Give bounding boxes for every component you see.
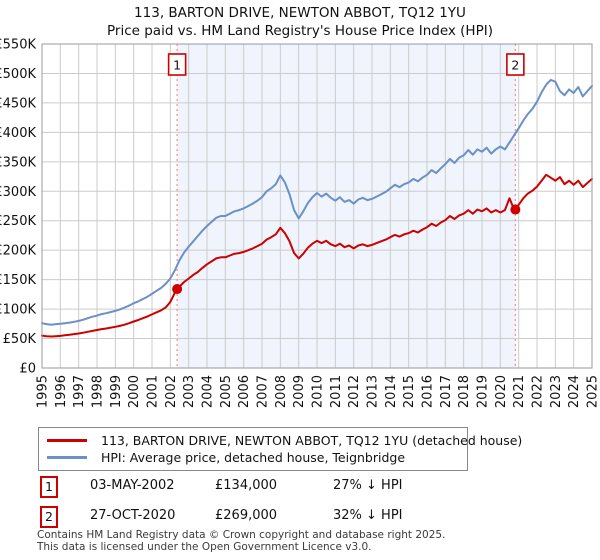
legend-item-hpi: HPI: Average price, detached house, Teig…: [47, 449, 459, 466]
sale-point-dot: [172, 284, 183, 295]
x-axis-tick-label: 2009: [292, 375, 307, 408]
x-axis-tick-label: 2023: [549, 375, 564, 408]
x-axis-tick-label: 2000: [127, 375, 142, 408]
legend-item-property: 113, BARTON DRIVE, NEWTON ABBOT, TQ12 1Y…: [47, 432, 522, 449]
y-axis-tick-label: £250K: [0, 214, 36, 229]
sale-marker-box: [167, 53, 187, 76]
x-axis-tick-label: 2018: [457, 375, 472, 408]
property-price-line: [41, 173, 593, 338]
x-axis-tick-label: 2011: [329, 375, 344, 408]
x-axis-tick-label: 1997: [72, 375, 87, 408]
y-axis-tick-label: £350K: [0, 155, 36, 170]
x-axis-tick-label: 2005: [219, 375, 234, 408]
plot-border: [41, 43, 593, 369]
sale-point-dot: [510, 204, 521, 215]
sale-1-price: £134,000: [215, 478, 278, 493]
y-axis-tick-label: £150K: [0, 273, 36, 288]
x-axis-tick-label: 2003: [182, 375, 197, 408]
x-axis-tick-label: 2021: [512, 375, 527, 408]
x-axis-tick-label: 2012: [347, 375, 362, 408]
sale-2-number-badge: 2: [40, 506, 58, 528]
hpi-line-swatch: [47, 456, 87, 459]
y-axis-tick-label: £400K: [0, 126, 36, 141]
x-axis-tick-label: 2019: [476, 375, 491, 408]
sale-row-2: 2 27-OCT-2020 £269,000 32% ↓ HPI: [0, 506, 600, 528]
sale-1-number-badge: 1: [40, 476, 58, 498]
x-axis-tick-label: 2010: [311, 375, 326, 408]
x-axis-tick-label: 2020: [494, 375, 509, 408]
x-axis-tick-label: 2022: [531, 375, 546, 408]
y-axis-tick-label: £550K: [0, 38, 36, 53]
sale-2-vs-hpi: 32% ↓ HPI: [333, 508, 403, 523]
license-footer: Contains HM Land Registry data © Crown c…: [37, 529, 446, 553]
chart-legend: 113, BARTON DRIVE, NEWTON ABBOT, TQ12 1Y…: [38, 427, 522, 471]
sale-row-1: 1 03-MAY-2002 £134,000 27% ↓ HPI: [0, 476, 600, 498]
x-axis-tick-label: 2013: [366, 375, 381, 408]
legend-label-hpi: HPI: Average price, detached house, Teig…: [101, 450, 406, 465]
sale-marker-box: [506, 53, 525, 76]
x-axis-tick-label: 1995: [36, 375, 51, 408]
sale-2-date: 27-OCT-2020: [90, 508, 176, 523]
sale-1-vs-hpi: 27% ↓ HPI: [333, 478, 403, 493]
page-subtitle: Price paid vs. HM Land Registry's House …: [107, 23, 493, 39]
footer-line-1: Contains HM Land Registry data © Crown c…: [37, 529, 446, 541]
x-axis-tick-label: 2001: [146, 375, 161, 408]
y-axis-tick-label: £300K: [0, 185, 36, 200]
x-axis-tick-label: 2024: [567, 375, 582, 408]
title-block: 113, BARTON DRIVE, NEWTON ABBOT, TQ12 1Y…: [0, 4, 600, 40]
property-line-swatch: [47, 439, 87, 442]
sale-marker-number: 1: [173, 58, 181, 73]
x-axis-tick-label: 1999: [109, 375, 124, 408]
x-axis-tick-label: 2015: [402, 375, 417, 408]
x-axis-tick-label: 2004: [201, 375, 216, 408]
x-axis-tick-label: 2008: [274, 375, 289, 408]
y-axis-tick-label: £200K: [0, 244, 36, 259]
x-axis-tick-label: 2014: [384, 375, 399, 408]
y-axis-tick-label: £500K: [0, 67, 36, 82]
x-axis-tick-label: 2017: [439, 375, 454, 408]
x-axis-tick-label: 2002: [164, 375, 179, 408]
footer-line-2: This data is licensed under the Open Gov…: [37, 540, 372, 553]
sale-1-date: 03-MAY-2002: [90, 478, 175, 493]
sale-marker-number: 2: [511, 58, 519, 73]
x-axis-tick-label: 2006: [237, 375, 252, 408]
page-title: 113, BARTON DRIVE, NEWTON ABBOT, TQ12 1Y…: [134, 5, 466, 21]
sale-2-price: £269,000: [215, 508, 278, 523]
legend-label-property: 113, BARTON DRIVE, NEWTON ABBOT, TQ12 1Y…: [101, 433, 523, 448]
x-axis-tick-label: 1996: [54, 375, 69, 408]
x-axis-tick-label: 1998: [91, 375, 106, 408]
hpi-line: [41, 78, 593, 326]
y-axis-tick-label: £450K: [0, 96, 36, 111]
y-axis-tick-label: £100K: [0, 303, 36, 318]
y-axis-tick-label: £50K: [3, 332, 37, 347]
price-chart: £0 £50K £100K £150K £200K £250K £300K £350K £400…: [0, 38, 600, 409]
x-axis-tick-label: 2025: [586, 375, 600, 408]
x-axis-tick-label: 2007: [256, 375, 271, 408]
x-axis-tick-label: 2016: [421, 375, 436, 408]
y-axis-tick-label: £0: [19, 362, 36, 377]
between-sales-shading: [177, 44, 516, 368]
